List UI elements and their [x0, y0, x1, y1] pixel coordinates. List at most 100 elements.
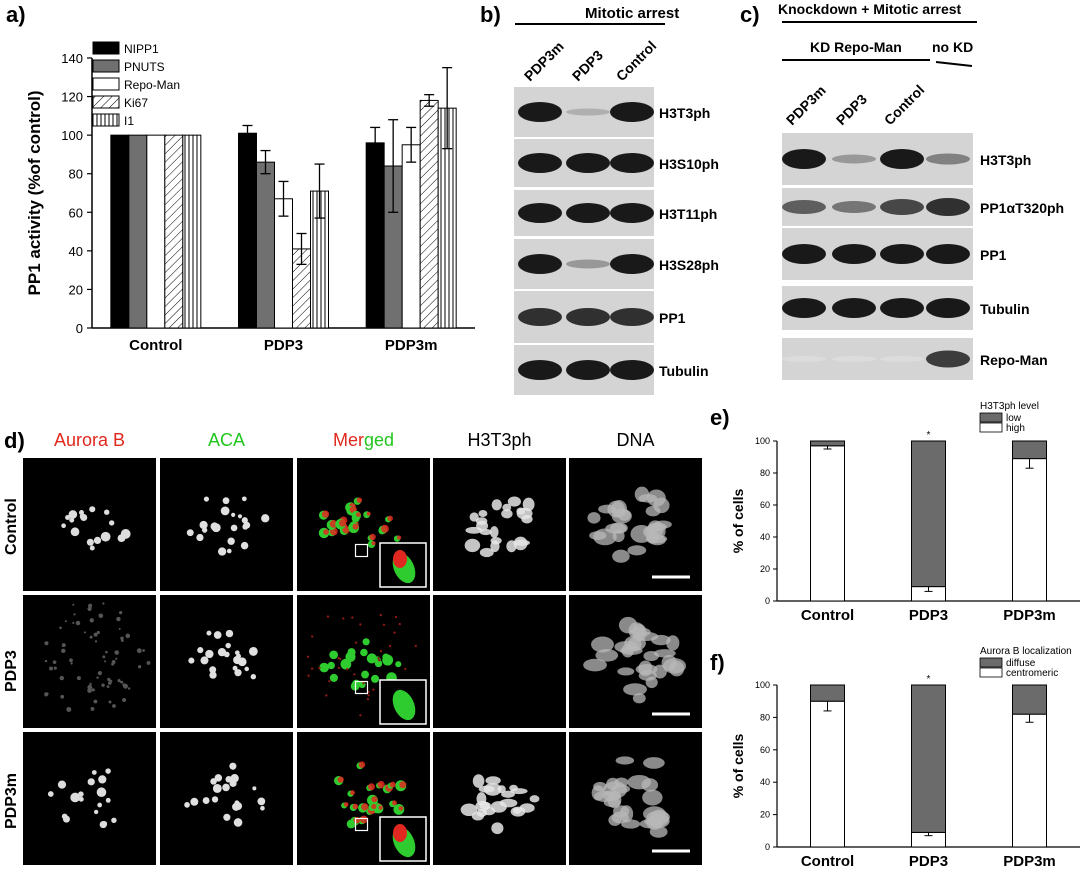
aurora-diffuse — [44, 692, 49, 697]
group-kd-label: KD Repo-Man — [810, 39, 902, 55]
y-tick-label: 60 — [760, 745, 770, 755]
h3t3ph-signal — [478, 509, 488, 518]
aca-spot — [261, 514, 270, 523]
merged-diffuse-red — [337, 666, 341, 670]
merged-red-spot — [361, 803, 369, 811]
merged-diffuse-red — [354, 641, 358, 644]
y-tick-label: 60 — [760, 500, 770, 510]
aurora-diffuse — [89, 618, 94, 623]
aca-spot — [226, 548, 232, 554]
merged-diffuse-red — [359, 623, 362, 626]
aurora-diffuse — [89, 682, 92, 686]
stacked-bar-segment — [810, 445, 845, 602]
merged-green-spot — [374, 659, 383, 668]
aurora-spot — [78, 796, 84, 802]
aurora-diffuse — [115, 657, 118, 660]
aca-spot — [218, 547, 227, 556]
dna-blob — [591, 785, 605, 801]
blot-band — [832, 298, 876, 318]
aurora-diffuse — [136, 648, 142, 654]
aca-spot — [212, 783, 222, 793]
aca-spot — [227, 537, 235, 545]
blot-band — [782, 200, 826, 214]
dna-blob — [591, 636, 614, 653]
aca-spot — [223, 813, 231, 821]
blot-b-header: Mitotic arrest — [585, 5, 679, 22]
aca-spot — [230, 524, 238, 532]
h3t3ph-signal — [472, 774, 485, 788]
selection-box — [354, 680, 369, 695]
column-label: ACA — [207, 430, 245, 450]
merged-red-spot — [371, 804, 377, 810]
merged-diffuse-red — [310, 667, 314, 670]
merged-red-spot — [371, 541, 376, 546]
dna-blob — [641, 778, 659, 792]
merged-diffuse-red — [382, 623, 386, 626]
legend-title: Aurora B localization — [980, 646, 1072, 657]
bar — [164, 134, 184, 329]
micro-image — [569, 732, 702, 865]
panel-label-b: b) — [480, 2, 501, 27]
h3t3ph-signal — [501, 509, 513, 519]
merged-diffuse-red — [379, 650, 383, 653]
dna-blob — [629, 627, 651, 637]
h3t3ph-signal — [509, 784, 518, 792]
aca-spot — [190, 797, 199, 806]
blot-band — [926, 298, 970, 318]
y-axis-label: % of cells — [730, 734, 746, 799]
dna-blob — [607, 500, 625, 518]
aurora-diffuse — [44, 641, 49, 646]
x-tick-label: PDP3m — [385, 337, 438, 354]
merged-red-spot — [392, 800, 397, 806]
stacked-bar-segment — [1012, 713, 1047, 848]
merged-diffuse-red — [326, 615, 330, 618]
aca-spot — [201, 527, 208, 533]
lane-label: Control — [613, 38, 660, 85]
aurora-diffuse — [87, 606, 92, 612]
y-tick-label: 0 — [76, 321, 83, 336]
aurora-diffuse — [66, 707, 72, 713]
significance-marker: * — [927, 674, 931, 685]
blot-band — [926, 153, 970, 165]
micro-image — [160, 732, 293, 865]
merged-diffuse-red — [310, 635, 314, 638]
y-tick-label: 100 — [755, 436, 770, 446]
merged-diffuse-red — [345, 667, 349, 671]
aurora-diffuse — [60, 694, 65, 699]
aca-spot — [232, 665, 238, 671]
aurora-spot — [100, 531, 111, 542]
aurora-diffuse — [49, 666, 54, 671]
aurora-diffuse — [101, 683, 105, 688]
aurora-diffuse — [117, 679, 121, 683]
merged-green-spot — [319, 662, 329, 673]
blot-row-label: H3S28ph — [659, 257, 719, 273]
h3t3ph-signal — [513, 536, 528, 551]
aurora-spot — [87, 778, 95, 786]
aurora-diffuse — [108, 700, 112, 704]
legend-label: diffuse — [1006, 658, 1036, 669]
aurora-diffuse — [127, 687, 131, 690]
aca-spot — [241, 496, 247, 502]
merged-label-part: ged — [363, 430, 395, 450]
aurora-diffuse — [102, 655, 106, 659]
bar — [110, 134, 130, 329]
dna-blob — [617, 667, 635, 676]
dna-blob — [623, 683, 648, 696]
aca-spot — [222, 497, 230, 505]
aca-spot — [250, 674, 257, 680]
dna-blob — [634, 486, 650, 502]
aurora-diffuse — [123, 683, 128, 689]
merged-green-spot — [329, 673, 338, 682]
merged-diffuse-red — [328, 679, 331, 683]
y-tick-label: 120 — [61, 90, 83, 105]
h3t3ph-signal — [460, 803, 478, 817]
x-tick-label: Control — [129, 337, 182, 354]
aca-spot — [209, 666, 217, 674]
panel-label-c: c) — [740, 2, 760, 27]
aurora-spot — [98, 775, 107, 784]
aca-spot — [236, 653, 241, 659]
h3t3ph-signal — [510, 806, 526, 817]
aurora-diffuse — [70, 662, 73, 665]
merged-green-spot — [329, 650, 339, 660]
aurora-spot — [65, 514, 71, 521]
